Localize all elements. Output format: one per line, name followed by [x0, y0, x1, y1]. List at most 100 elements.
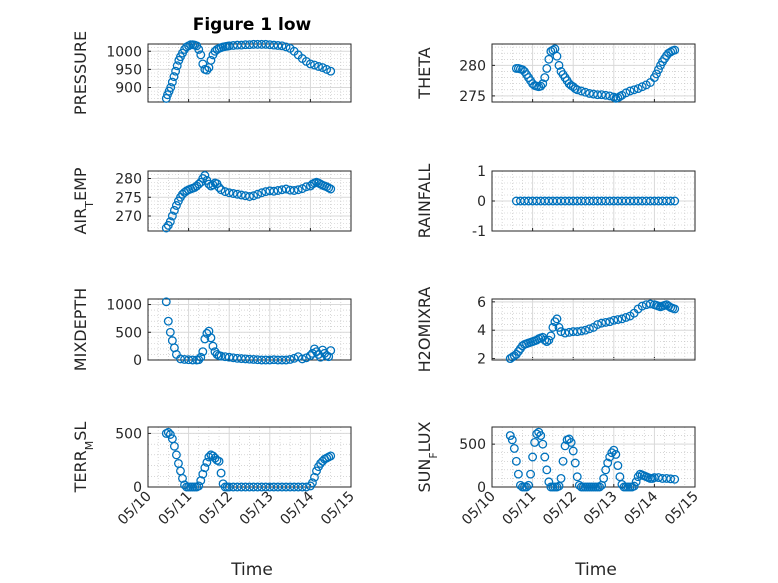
data-point [301, 482, 311, 492]
data-point [253, 189, 263, 199]
data-point [166, 83, 176, 92]
data-point [326, 451, 336, 461]
data-point [194, 44, 204, 54]
data-point [310, 472, 319, 482]
x-tick-label: 05/14 [277, 488, 317, 528]
data-point [584, 324, 594, 334]
data-point [511, 456, 521, 466]
data-point [532, 429, 542, 439]
data-point [536, 81, 546, 91]
data-point [540, 73, 550, 83]
y-axis-label: AIRTEMP [71, 167, 96, 234]
data-point [297, 354, 307, 364]
data-point [305, 59, 315, 69]
data-point [169, 205, 179, 215]
data-point [269, 186, 279, 196]
figure-title: Figure 1 low [193, 15, 312, 35]
data-point [194, 179, 204, 189]
data-point [670, 474, 680, 484]
data-point [526, 469, 536, 479]
data-point [509, 443, 519, 453]
data-point [307, 348, 317, 358]
y-axis-label: RAINFALL [415, 164, 434, 239]
data-point [285, 354, 295, 364]
data-point [633, 84, 643, 94]
data-point [595, 482, 605, 492]
y-axis-label: MIXDEPTH [71, 288, 90, 371]
data-point [161, 223, 171, 233]
data-point [236, 190, 246, 200]
y-tick-label: 1000 [106, 298, 142, 314]
data-point [216, 185, 226, 195]
data-point [310, 60, 319, 70]
data-point [305, 351, 315, 361]
data-point [576, 326, 586, 336]
data-point [570, 458, 580, 468]
y-tick-label: 0 [477, 480, 486, 496]
x-tick-label: 05/14 [621, 488, 661, 528]
data-point [513, 469, 523, 479]
data-point [289, 186, 299, 195]
subplot-mixdepth: 0 500 1000 MIXDEPTH [71, 288, 352, 371]
data-point [522, 482, 531, 492]
axes-frame [147, 170, 352, 232]
data-point [200, 171, 210, 180]
data-point [572, 472, 582, 482]
data-point [599, 473, 609, 483]
data-point [597, 318, 607, 328]
data-point [568, 446, 578, 456]
data-point [214, 456, 224, 466]
data-point [297, 184, 307, 194]
data-point [629, 481, 639, 491]
y-axis-label: SUNFLUX [415, 421, 440, 492]
data-point [257, 188, 267, 198]
data-point [216, 351, 226, 361]
data-point [605, 317, 615, 327]
data-point [297, 482, 307, 492]
data-point [654, 65, 663, 75]
data-point [188, 355, 198, 365]
data-point [326, 184, 336, 194]
y-tick-label: 0 [133, 480, 142, 496]
data-point [167, 211, 177, 221]
subplot-rainfall: -1 0 1 RAINFALL [415, 164, 696, 240]
y-tick-label: 0 [477, 194, 486, 210]
data-point [572, 327, 582, 337]
y-tick-label: 275 [459, 89, 486, 105]
data-point [593, 320, 603, 329]
data-point [167, 77, 177, 87]
data-point [318, 63, 328, 73]
data-point [507, 435, 517, 445]
data-point [613, 315, 623, 325]
data-point [530, 437, 540, 447]
data-point [637, 82, 647, 92]
data-point [617, 314, 627, 324]
y-tick-label: 500 [115, 325, 142, 341]
x-axis-label-left: Time [230, 560, 273, 580]
data-point [220, 187, 230, 197]
data-point [556, 473, 566, 483]
data-point [161, 297, 171, 307]
data-point [293, 185, 303, 195]
data-point [245, 192, 254, 201]
data-point [322, 64, 332, 74]
data-point [163, 427, 173, 437]
data-point [621, 88, 631, 98]
subplot-theta: 275 280 THETA [415, 43, 696, 105]
data-point [670, 304, 680, 314]
data-point [609, 445, 619, 455]
y-tick-label: 6 [477, 295, 486, 311]
data-point [631, 477, 641, 487]
data-point [552, 314, 562, 324]
data-point [637, 301, 647, 311]
y-tick-label: 0 [133, 353, 142, 369]
y-tick-label: 270 [115, 209, 142, 225]
y-axis-label: H2OMIXRA [415, 287, 434, 373]
data-point [544, 335, 554, 345]
data-point [548, 322, 558, 332]
axes-frame [491, 43, 696, 103]
y-axis-label: TERRMSL [71, 422, 96, 494]
